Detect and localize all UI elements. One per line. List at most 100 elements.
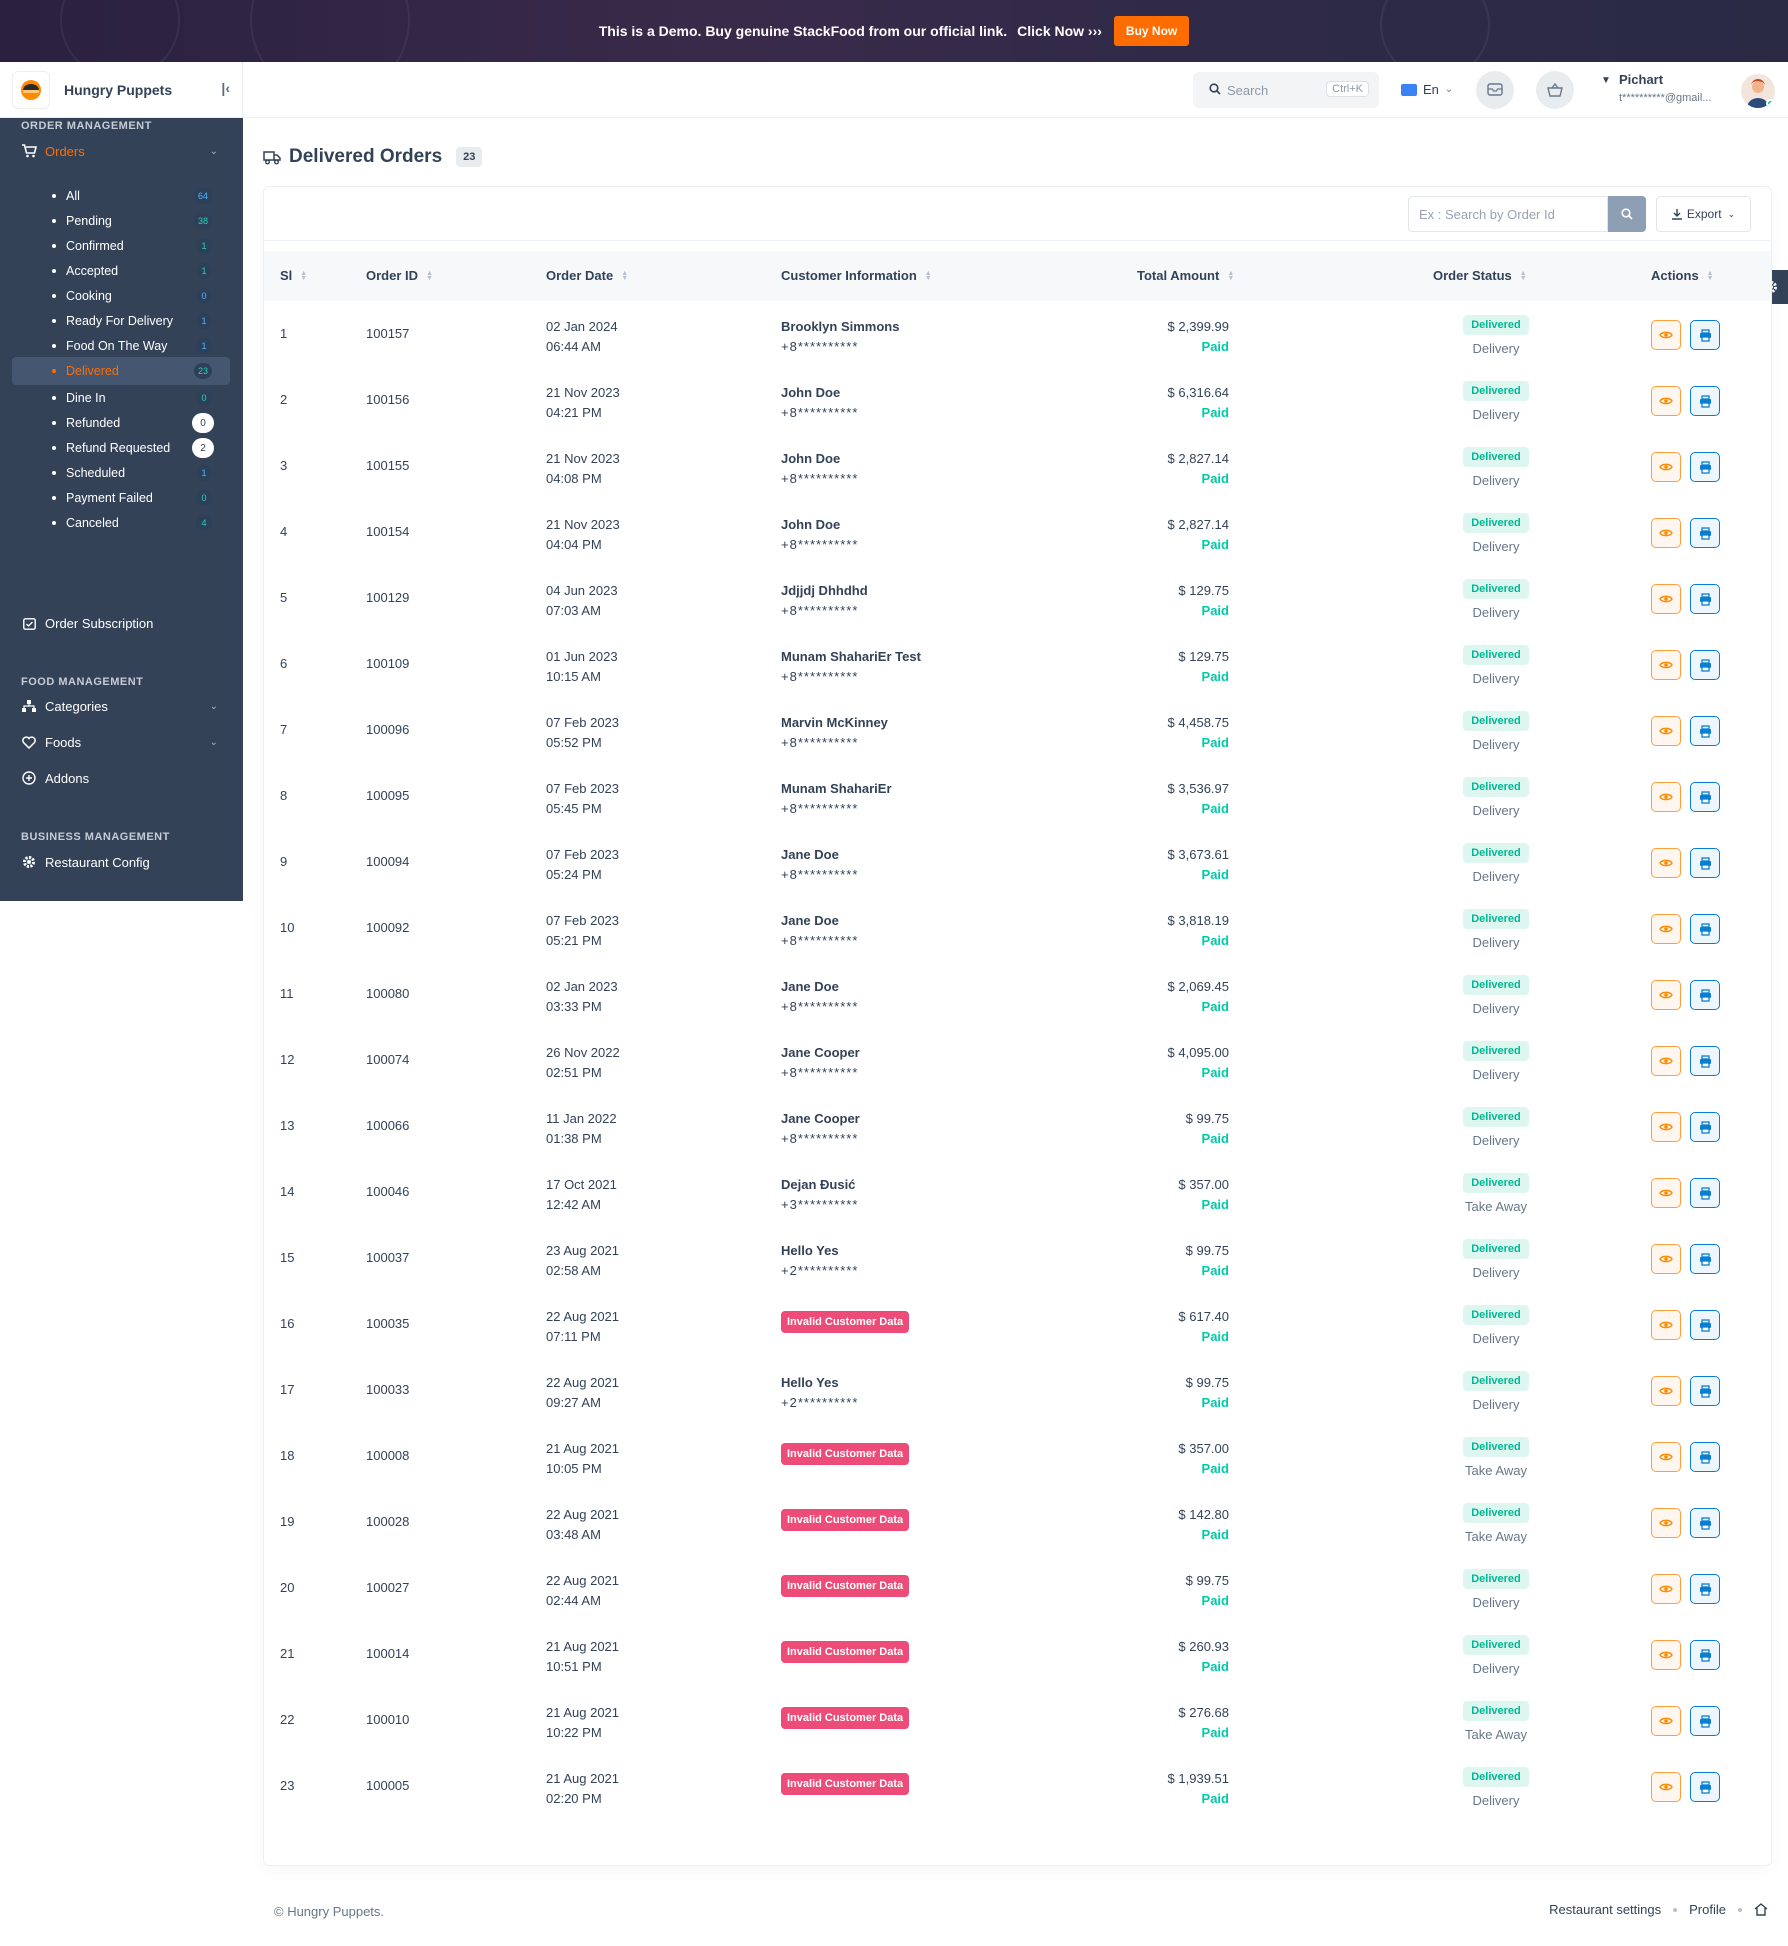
column-header-order-date[interactable]: Order Date ▲ ▼	[546, 268, 629, 283]
print-invoice-button[interactable]	[1690, 1310, 1720, 1340]
column-header-sl[interactable]: Sl ▲ ▼	[280, 268, 308, 283]
print-invoice-button[interactable]	[1690, 452, 1720, 482]
sidebar-subitem-payment-failed[interactable]: Payment Failed 0	[12, 484, 230, 512]
sidebar-subitem-dine-in[interactable]: Dine In 0	[12, 384, 230, 412]
language-selector[interactable]: En ⌄	[1401, 82, 1453, 97]
print-invoice-button[interactable]	[1690, 980, 1720, 1010]
order-id[interactable]: 100154	[366, 524, 410, 539]
sidebar-item-order-subscription[interactable]: Order Subscription	[0, 608, 232, 638]
view-order-button[interactable]	[1651, 584, 1681, 614]
sidebar-item-addons[interactable]: Addons	[0, 763, 232, 793]
column-header-order-status[interactable]: Order Status ▲ ▼	[1433, 268, 1527, 283]
print-invoice-button[interactable]	[1690, 1244, 1720, 1274]
customer-name[interactable]: Dejan Đusić	[781, 1177, 856, 1192]
sidebar-item-categories[interactable]: Categories ⌄	[0, 691, 232, 721]
customer-name[interactable]: Hello Yes	[781, 1243, 839, 1258]
print-invoice-button[interactable]	[1690, 716, 1720, 746]
brand-logo[interactable]	[12, 70, 50, 109]
order-id[interactable]: 100014	[366, 1646, 410, 1661]
customer-name[interactable]: Brooklyn Simmons	[781, 319, 900, 334]
customer-name[interactable]: John Doe	[781, 517, 841, 532]
customer-name[interactable]: Jdjjdj Dhhdhd	[781, 583, 868, 598]
customer-name[interactable]: John Doe	[781, 385, 841, 400]
view-order-button[interactable]	[1651, 386, 1681, 416]
order-id[interactable]: 100074	[366, 1052, 410, 1067]
print-invoice-button[interactable]	[1690, 914, 1720, 944]
home-icon[interactable]	[1754, 1903, 1768, 1916]
order-id[interactable]: 100028	[366, 1514, 410, 1529]
sidebar-item-orders[interactable]: Orders ⌄	[0, 136, 232, 166]
order-id[interactable]: 100156	[366, 392, 410, 407]
print-invoice-button[interactable]	[1690, 1112, 1720, 1142]
sidebar-subitem-pending[interactable]: Pending 38	[12, 207, 230, 235]
view-order-button[interactable]	[1651, 1244, 1681, 1274]
view-order-button[interactable]	[1651, 1508, 1681, 1538]
print-invoice-button[interactable]	[1690, 518, 1720, 548]
customer-name[interactable]: Jane Cooper	[781, 1045, 860, 1060]
column-header-order-id[interactable]: Order ID ▲ ▼	[366, 268, 433, 283]
print-invoice-button[interactable]	[1690, 1508, 1720, 1538]
view-order-button[interactable]	[1651, 716, 1681, 746]
view-order-button[interactable]	[1651, 782, 1681, 812]
global-search-input[interactable]: Search Ctrl+K	[1193, 72, 1379, 108]
sidebar-subitem-food-on-the-way[interactable]: Food On The Way 1	[12, 332, 230, 360]
order-id[interactable]: 100109	[366, 656, 410, 671]
sidebar-subitem-ready-for-delivery[interactable]: Ready For Delivery 1	[12, 307, 230, 335]
print-invoice-button[interactable]	[1690, 1706, 1720, 1736]
order-id[interactable]: 100080	[366, 986, 410, 1001]
print-invoice-button[interactable]	[1690, 584, 1720, 614]
view-order-button[interactable]	[1651, 1640, 1681, 1670]
print-invoice-button[interactable]	[1690, 320, 1720, 350]
order-search-button[interactable]	[1608, 196, 1646, 232]
order-id[interactable]: 100005	[366, 1778, 410, 1793]
view-order-button[interactable]	[1651, 518, 1681, 548]
order-id[interactable]: 100066	[366, 1118, 410, 1133]
order-id[interactable]: 100008	[366, 1448, 410, 1463]
customer-name[interactable]: Munam ShahariEr Test	[781, 649, 921, 664]
sidebar-subitem-scheduled[interactable]: Scheduled 1	[12, 459, 230, 487]
collapse-sidebar-icon[interactable]: |‹	[221, 80, 230, 96]
customer-name[interactable]: John Doe	[781, 451, 841, 466]
sidebar-subitem-confirmed[interactable]: Confirmed 1	[12, 232, 230, 260]
view-order-button[interactable]	[1651, 452, 1681, 482]
sidebar-subitem-delivered[interactable]: Delivered 23	[12, 357, 230, 385]
order-id[interactable]: 100010	[366, 1712, 410, 1727]
view-order-button[interactable]	[1651, 848, 1681, 878]
customer-name[interactable]: Munam ShahariEr	[781, 781, 892, 796]
print-invoice-button[interactable]	[1690, 1178, 1720, 1208]
view-order-button[interactable]	[1651, 320, 1681, 350]
sidebar-subitem-all[interactable]: All 64	[12, 182, 230, 210]
sidebar-subitem-accepted[interactable]: Accepted 1	[12, 257, 230, 285]
order-id[interactable]: 100094	[366, 854, 410, 869]
print-invoice-button[interactable]	[1690, 650, 1720, 680]
view-order-button[interactable]	[1651, 1706, 1681, 1736]
column-header-total-amount[interactable]: Total Amount ▲ ▼	[1137, 268, 1235, 283]
view-order-button[interactable]	[1651, 1772, 1681, 1802]
column-header-customer[interactable]: Customer Information ▲ ▼	[781, 268, 932, 283]
order-id[interactable]: 100096	[366, 722, 410, 737]
print-invoice-button[interactable]	[1690, 386, 1720, 416]
customer-name[interactable]: Jane Doe	[781, 847, 839, 862]
customer-name[interactable]: Jane Doe	[781, 913, 839, 928]
view-order-button[interactable]	[1651, 1046, 1681, 1076]
view-order-button[interactable]	[1651, 1574, 1681, 1604]
order-id[interactable]: 100129	[366, 590, 410, 605]
customer-name[interactable]: Marvin McKinney	[781, 715, 888, 730]
order-id[interactable]: 100035	[366, 1316, 410, 1331]
print-invoice-button[interactable]	[1690, 1574, 1720, 1604]
print-invoice-button[interactable]	[1690, 1442, 1720, 1472]
cart-button[interactable]	[1536, 71, 1574, 109]
sidebar-subitem-canceled[interactable]: Canceled 4	[12, 509, 230, 537]
order-id[interactable]: 100155	[366, 458, 410, 473]
buy-now-button[interactable]: Buy Now	[1113, 16, 1190, 46]
sidebar-item-restaurant-config[interactable]: Restaurant Config	[0, 847, 232, 877]
order-id[interactable]: 100046	[366, 1184, 410, 1199]
view-order-button[interactable]	[1651, 1112, 1681, 1142]
order-id[interactable]: 100157	[366, 326, 410, 341]
avatar[interactable]	[1741, 74, 1775, 108]
sidebar-item-foods[interactable]: Foods ⌄	[0, 727, 232, 757]
caret-down-icon[interactable]: ▼	[1601, 75, 1611, 86]
customer-name[interactable]: Hello Yes	[781, 1375, 839, 1390]
print-invoice-button[interactable]	[1690, 782, 1720, 812]
user-name[interactable]: Pichart	[1619, 72, 1664, 87]
